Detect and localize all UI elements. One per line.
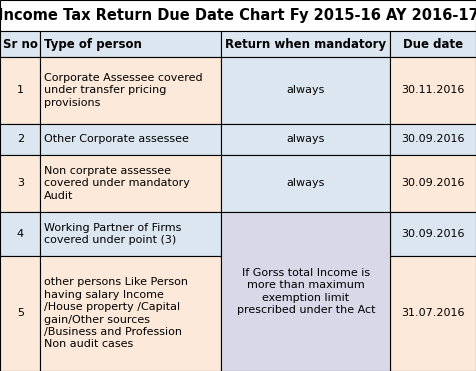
Bar: [40, 32, 221, 57]
Bar: [390, 212, 476, 256]
Text: Type of person: Type of person: [44, 37, 142, 50]
Bar: [221, 212, 390, 371]
Bar: [40, 57, 221, 124]
Bar: [390, 155, 476, 212]
Text: 30.09.2016: 30.09.2016: [401, 134, 465, 144]
Text: always: always: [287, 178, 325, 188]
Bar: [40, 256, 221, 371]
Bar: [221, 124, 390, 155]
Bar: [390, 124, 476, 155]
Text: Return when mandatory: Return when mandatory: [225, 37, 387, 50]
Text: Income Tax Return Due Date Chart Fy 2015-16 AY 2016-17: Income Tax Return Due Date Chart Fy 2015…: [0, 8, 476, 23]
Text: If Gorss total Income is
more than maximum
exemption limit
prescribed under the : If Gorss total Income is more than maxim…: [237, 268, 375, 315]
Text: Due date: Due date: [403, 37, 463, 50]
Text: 30.11.2016: 30.11.2016: [401, 85, 465, 95]
Bar: [221, 57, 390, 124]
Bar: [40, 124, 221, 155]
Bar: [0, 155, 40, 212]
Bar: [0, 0, 476, 32]
Text: Other Corporate assessee: Other Corporate assessee: [44, 134, 188, 144]
Text: always: always: [287, 134, 325, 144]
Bar: [40, 212, 221, 256]
Text: 30.09.2016: 30.09.2016: [401, 229, 465, 239]
Bar: [221, 32, 390, 57]
Text: Sr no: Sr no: [3, 37, 38, 50]
Bar: [0, 212, 40, 256]
Bar: [0, 32, 40, 57]
Text: 2: 2: [17, 134, 24, 144]
Bar: [40, 155, 221, 212]
Bar: [390, 256, 476, 371]
Text: Working Partner of Firms
covered under point (3): Working Partner of Firms covered under p…: [44, 223, 181, 245]
Bar: [0, 124, 40, 155]
Text: Corporate Assessee covered
under transfer pricing
provisions: Corporate Assessee covered under transfe…: [44, 73, 202, 108]
Text: Non corprate assessee
covered under mandatory
Audit: Non corprate assessee covered under mand…: [44, 166, 189, 201]
Bar: [0, 256, 40, 371]
Text: 31.07.2016: 31.07.2016: [401, 308, 465, 318]
Text: 30.09.2016: 30.09.2016: [401, 178, 465, 188]
Text: 3: 3: [17, 178, 24, 188]
Text: 4: 4: [17, 229, 24, 239]
Text: other persons Like Person
having salary Income
/House property /Capital
gain/Oth: other persons Like Person having salary …: [44, 278, 188, 349]
Bar: [221, 155, 390, 212]
Bar: [390, 57, 476, 124]
Bar: [0, 57, 40, 124]
Bar: [390, 32, 476, 57]
Text: always: always: [287, 85, 325, 95]
Text: 5: 5: [17, 308, 24, 318]
Text: 1: 1: [17, 85, 24, 95]
